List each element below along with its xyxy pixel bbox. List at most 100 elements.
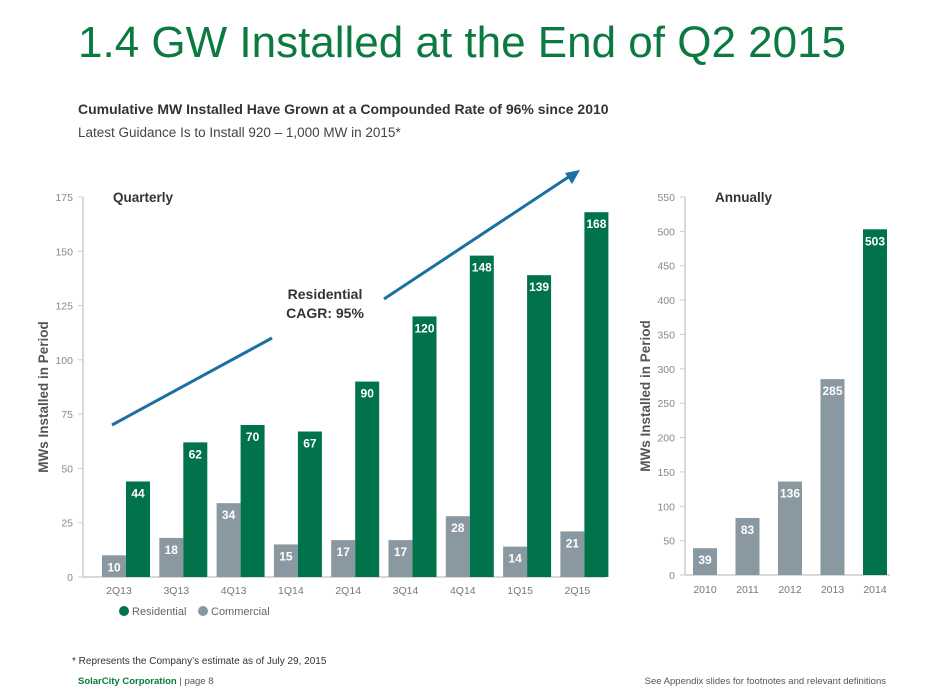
residential-bar bbox=[240, 425, 265, 577]
quarterly-y-tick-label: 100 bbox=[55, 355, 73, 367]
footer-company: SolarCity Corporation bbox=[78, 676, 177, 687]
quarterly-x-tick-label: 4Q14 bbox=[450, 585, 476, 597]
quarterly-x-tick-label: 1Q15 bbox=[507, 585, 533, 597]
cagr-arrow-line bbox=[383, 174, 571, 301]
commercial-bar bbox=[216, 503, 241, 577]
quarterly-x-tick-label: 2Q14 bbox=[335, 585, 361, 597]
annual-x-tick-label: 2010 bbox=[693, 584, 717, 596]
commercial-bar bbox=[445, 516, 470, 577]
commercial-value-label: 28 bbox=[451, 521, 465, 535]
annual-value-label: 503 bbox=[865, 234, 885, 248]
annual-y-tick-label: 250 bbox=[657, 398, 675, 410]
commercial-bar bbox=[273, 544, 298, 577]
annual-x-tick-label: 2012 bbox=[778, 584, 802, 596]
slide-title: 1.4 GW Installed at the End of Q2 2015 bbox=[78, 18, 847, 67]
commercial-value-label: 17 bbox=[337, 545, 351, 559]
annual-y-tick-label: 50 bbox=[663, 536, 675, 548]
residential-value-label: 70 bbox=[246, 430, 260, 444]
annual-value-label: 83 bbox=[741, 523, 755, 537]
footer-left: SolarCity Corporation | page 8 bbox=[78, 676, 214, 687]
annual-x-tick-label: 2014 bbox=[863, 584, 887, 596]
commercial-value-label: 34 bbox=[222, 508, 236, 522]
commercial-bar bbox=[560, 531, 585, 577]
legend-commercial-marker bbox=[198, 606, 208, 616]
quarterly-x-tick-label: 2Q15 bbox=[565, 585, 591, 597]
commercial-value-label: 18 bbox=[165, 543, 179, 557]
annual-x-tick-label: 2011 bbox=[736, 584, 759, 596]
annual-value-label: 39 bbox=[698, 553, 712, 567]
annual-x-tick-label: 2013 bbox=[821, 584, 845, 596]
residential-bar bbox=[126, 481, 150, 577]
residential-value-label: 139 bbox=[529, 280, 549, 294]
quarterly-y-tick-label: 150 bbox=[55, 246, 73, 258]
commercial-bar bbox=[388, 540, 413, 577]
commercial-value-label: 17 bbox=[394, 545, 408, 559]
annual-y-tick-label: 100 bbox=[657, 501, 675, 513]
annual-y-tick-label: 550 bbox=[657, 192, 675, 204]
quarterly-x-tick-label: 3Q13 bbox=[163, 585, 189, 597]
residential-value-label: 90 bbox=[361, 387, 375, 401]
residential-bar bbox=[412, 316, 437, 577]
commercial-bar bbox=[102, 555, 126, 577]
legend-residential-label: Residential bbox=[132, 606, 186, 618]
legend-residential-marker bbox=[119, 606, 129, 616]
annual-y-tick-label: 450 bbox=[657, 261, 675, 273]
residential-bar bbox=[584, 212, 609, 577]
annual-y-tick-label: 300 bbox=[657, 364, 675, 376]
commercial-bar bbox=[159, 537, 184, 577]
quarterly-y-label: MWs Installed in Period bbox=[36, 321, 51, 473]
annual-y-tick-label: 400 bbox=[657, 295, 675, 307]
commercial-bar bbox=[503, 546, 528, 577]
quarterly-y-tick-label: 175 bbox=[55, 192, 73, 204]
residential-value-label: 62 bbox=[189, 447, 203, 461]
commercial-value-label: 15 bbox=[279, 549, 293, 563]
quarterly-x-tick-label: 2Q13 bbox=[106, 585, 132, 597]
residential-value-label: 67 bbox=[303, 437, 317, 451]
annual-value-label: 285 bbox=[822, 384, 842, 398]
quarterly-y-tick-label: 0 bbox=[67, 572, 73, 584]
quarterly-y-tick-label: 75 bbox=[61, 409, 73, 421]
annual-y-tick-label: 350 bbox=[657, 329, 675, 341]
quarterly-x-tick-label: 4Q13 bbox=[221, 585, 247, 597]
annual-y-label: MWs Installed in Period bbox=[638, 320, 653, 472]
residential-bar bbox=[355, 381, 380, 577]
annual-title: Annually bbox=[715, 190, 772, 205]
quarterly-y-tick-label: 50 bbox=[61, 463, 73, 475]
footnote: * Represents the Company’s estimate as o… bbox=[72, 656, 327, 667]
annual-bar bbox=[693, 548, 717, 575]
subtitle-guidance: Latest Guidance Is to Install 920 – 1,00… bbox=[78, 125, 401, 140]
residential-bar bbox=[183, 442, 208, 577]
quarterly-x-tick-label: 1Q14 bbox=[278, 585, 304, 597]
annual-y-tick-label: 200 bbox=[657, 433, 675, 445]
annual-bar bbox=[863, 229, 887, 575]
annual-bar bbox=[820, 379, 845, 575]
commercial-value-label: 10 bbox=[107, 560, 121, 574]
annual-bar bbox=[735, 517, 760, 575]
annual-y-tick-label: 500 bbox=[657, 226, 675, 238]
commercial-value-label: 21 bbox=[566, 536, 580, 550]
commercial-bar bbox=[331, 540, 356, 577]
commercial-value-label: 14 bbox=[508, 552, 522, 566]
residential-value-label: 148 bbox=[472, 261, 492, 275]
residential-value-label: 168 bbox=[586, 217, 606, 231]
footer-right: See Appendix slides for footnotes and re… bbox=[644, 676, 886, 687]
residential-value-label: 120 bbox=[414, 321, 434, 335]
cagr-annotation-line1: Residential bbox=[288, 286, 363, 302]
quarterly-y-tick-label: 125 bbox=[55, 301, 73, 313]
residential-bar bbox=[469, 255, 494, 577]
footer-page: | page 8 bbox=[176, 676, 214, 687]
annual-value-label: 136 bbox=[780, 487, 800, 501]
cagr-annotation-line2: CAGR: 95% bbox=[286, 305, 364, 321]
cagr-arrow-line bbox=[111, 336, 273, 427]
quarterly-x-tick-label: 3Q14 bbox=[393, 585, 419, 597]
residential-bar bbox=[527, 275, 552, 577]
annual-y-tick-label: 150 bbox=[657, 467, 675, 479]
legend-commercial-label: Commercial bbox=[211, 606, 270, 618]
quarterly-y-tick-label: 25 bbox=[61, 518, 73, 530]
residential-value-label: 44 bbox=[131, 486, 145, 500]
quarterly-title: Quarterly bbox=[113, 190, 174, 205]
residential-bar bbox=[297, 431, 322, 577]
annual-bar bbox=[778, 481, 802, 575]
annual-y-tick-label: 0 bbox=[669, 570, 675, 582]
